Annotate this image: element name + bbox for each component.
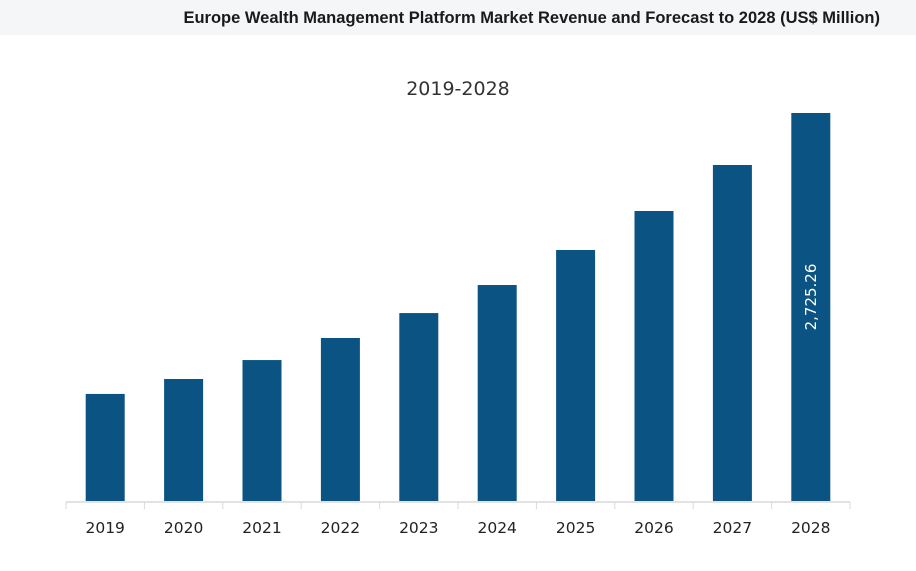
bar-2026 [634,210,674,501]
x-tick-label-2028: 2028 [791,519,830,537]
x-tick-label-2025: 2025 [556,519,595,537]
bar-2024 [477,285,517,501]
bar-2025 [556,249,596,501]
x-tick-label-2026: 2026 [634,519,673,537]
bar-2019 [85,393,125,501]
chart-subtitle: 2019-2028 [406,78,510,100]
x-tick-label-2027: 2027 [713,519,752,537]
x-tick-label-2023: 2023 [399,519,438,537]
bar-2027 [712,165,752,502]
bar-2020 [164,378,204,501]
x-tick-label-2022: 2022 [321,519,360,537]
chart-title: Europe Wealth Management Platform Market… [183,9,880,27]
x-tick-label-2024: 2024 [477,519,516,537]
data-label-2028: 2,725.26 [802,264,820,331]
bar-2021 [242,360,282,501]
x-tick-label-2019: 2019 [85,519,124,537]
bar-2028 [791,113,831,501]
bar-2022 [320,337,360,501]
x-tick-label-2020: 2020 [164,519,203,537]
bar-2023 [399,313,439,501]
x-tick-label-2021: 2021 [242,519,281,537]
header-band: Europe Wealth Management Platform Market… [0,0,916,35]
